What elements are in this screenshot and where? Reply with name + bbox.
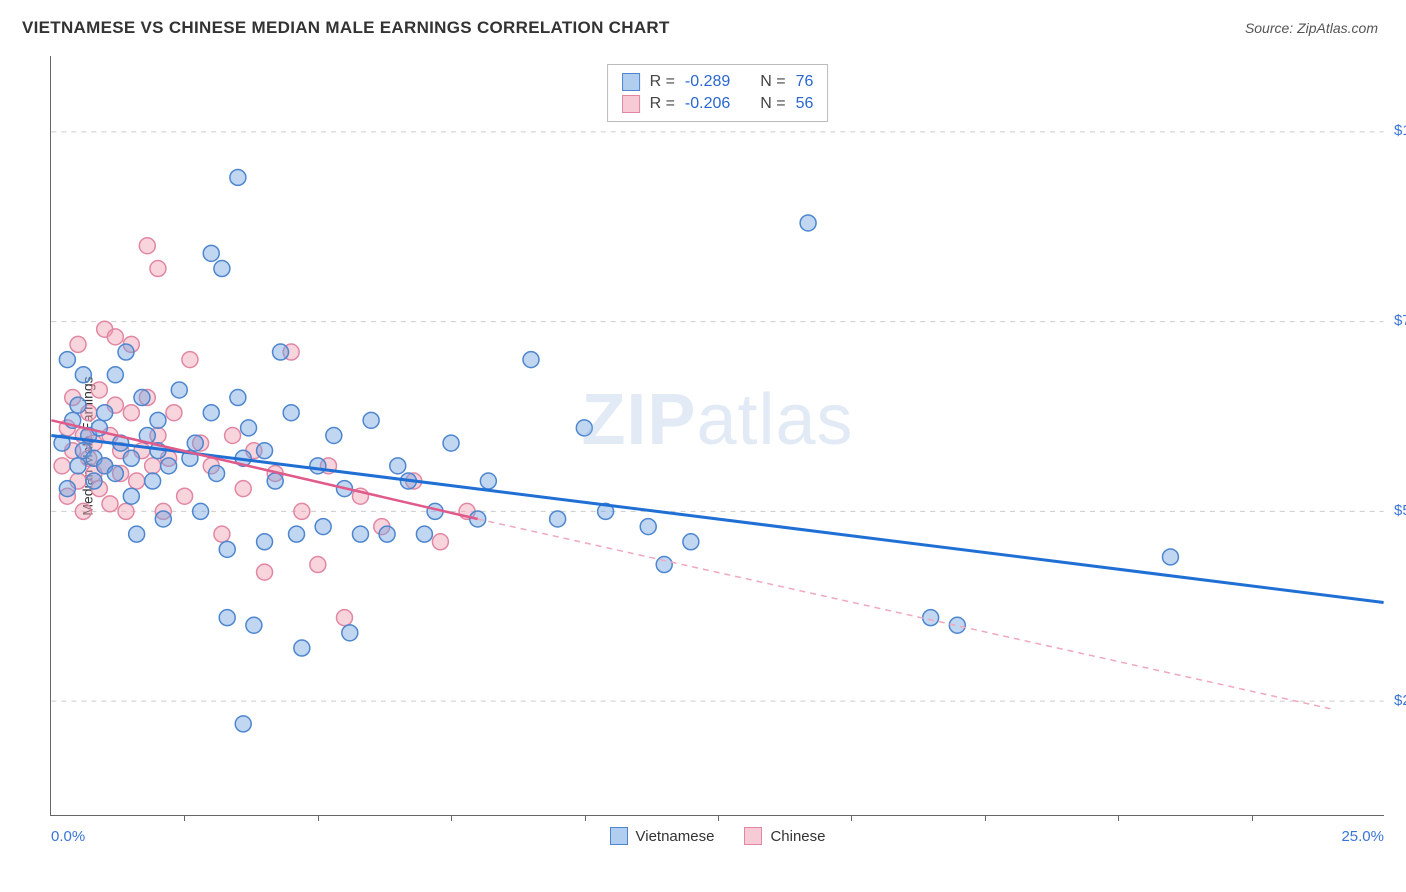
chart-area: ZIPatlas R = -0.289 N = 76 R = -0.206 N …: [50, 56, 1384, 816]
scatter-plot-svg: [51, 56, 1384, 815]
x-tick-mark: [318, 815, 319, 821]
series-legend: Vietnamese Chinese: [610, 827, 826, 845]
n-value-vietnamese: 76: [796, 73, 814, 91]
stats-row-vietnamese: R = -0.289 N = 76: [622, 71, 814, 93]
x-axis-min-label: 0.0%: [51, 828, 85, 845]
x-tick-mark: [451, 815, 452, 821]
n-label: N =: [760, 73, 785, 91]
n-value-chinese: 56: [796, 95, 814, 113]
x-tick-mark: [184, 815, 185, 821]
r-label: R =: [650, 95, 675, 113]
y-tick-label: $25,000: [1394, 692, 1406, 709]
x-tick-mark: [1252, 815, 1253, 821]
legend-label-chinese: Chinese: [770, 828, 825, 845]
n-label: N =: [760, 95, 785, 113]
x-tick-mark: [1118, 815, 1119, 821]
r-label: R =: [650, 73, 675, 91]
stats-row-chinese: R = -0.206 N = 56: [622, 93, 814, 115]
y-tick-label: $75,000: [1394, 312, 1406, 329]
swatch-blue-icon: [622, 73, 640, 91]
x-tick-mark: [585, 815, 586, 821]
legend-item-chinese: Chinese: [744, 827, 825, 845]
r-value-vietnamese: -0.289: [685, 73, 730, 91]
x-axis-max-label: 25.0%: [1341, 828, 1384, 845]
y-tick-label: $100,000: [1394, 122, 1406, 139]
source-label: Source: ZipAtlas.com: [1245, 20, 1378, 36]
r-value-chinese: -0.206: [685, 95, 730, 113]
stats-legend: R = -0.289 N = 76 R = -0.206 N = 56: [607, 64, 829, 122]
legend-label-vietnamese: Vietnamese: [636, 828, 715, 845]
swatch-pink-icon: [622, 95, 640, 113]
x-tick-mark: [851, 815, 852, 821]
swatch-pink-icon: [744, 827, 762, 845]
y-tick-label: $50,000: [1394, 502, 1406, 519]
swatch-blue-icon: [610, 827, 628, 845]
legend-item-vietnamese: Vietnamese: [610, 827, 715, 845]
chart-title: VIETNAMESE VS CHINESE MEDIAN MALE EARNIN…: [22, 18, 670, 38]
x-tick-mark: [718, 815, 719, 821]
x-tick-mark: [985, 815, 986, 821]
